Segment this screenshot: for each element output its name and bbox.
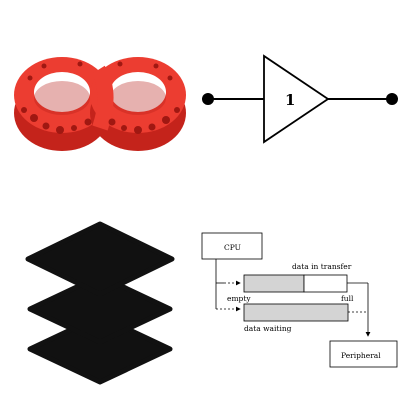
- transfer-buffer-empty: [303, 274, 348, 293]
- full-label: full: [341, 294, 354, 303]
- red-rings-figure: [0, 0, 200, 200]
- data-in-transfer-label: data in transfer: [292, 262, 352, 271]
- peripheral-label: Peripheral: [341, 351, 381, 360]
- input-terminal: [202, 93, 214, 105]
- buffer-label: 1: [285, 91, 295, 109]
- io-buffer-diagram: CPU data in transfer empty full data wai…: [200, 200, 400, 400]
- cpu-label: CPU: [224, 243, 241, 252]
- buffer-gate-symbol: 1: [200, 0, 400, 200]
- output-terminal: [386, 93, 398, 105]
- transfer-buffer-filled: [243, 274, 305, 293]
- peripheral-box: [329, 340, 398, 368]
- buffer-triangle: [263, 54, 330, 144]
- top-layer: [25, 221, 175, 297]
- cpu-box: [201, 232, 263, 260]
- empty-label: empty: [227, 294, 251, 303]
- middle-layer: [27, 273, 173, 345]
- waiting-buffer: [243, 303, 349, 322]
- data-waiting-label: data waiting: [244, 324, 292, 333]
- interlocked-rings-icon: [14, 57, 186, 151]
- stacked-layers-icon: [0, 200, 200, 400]
